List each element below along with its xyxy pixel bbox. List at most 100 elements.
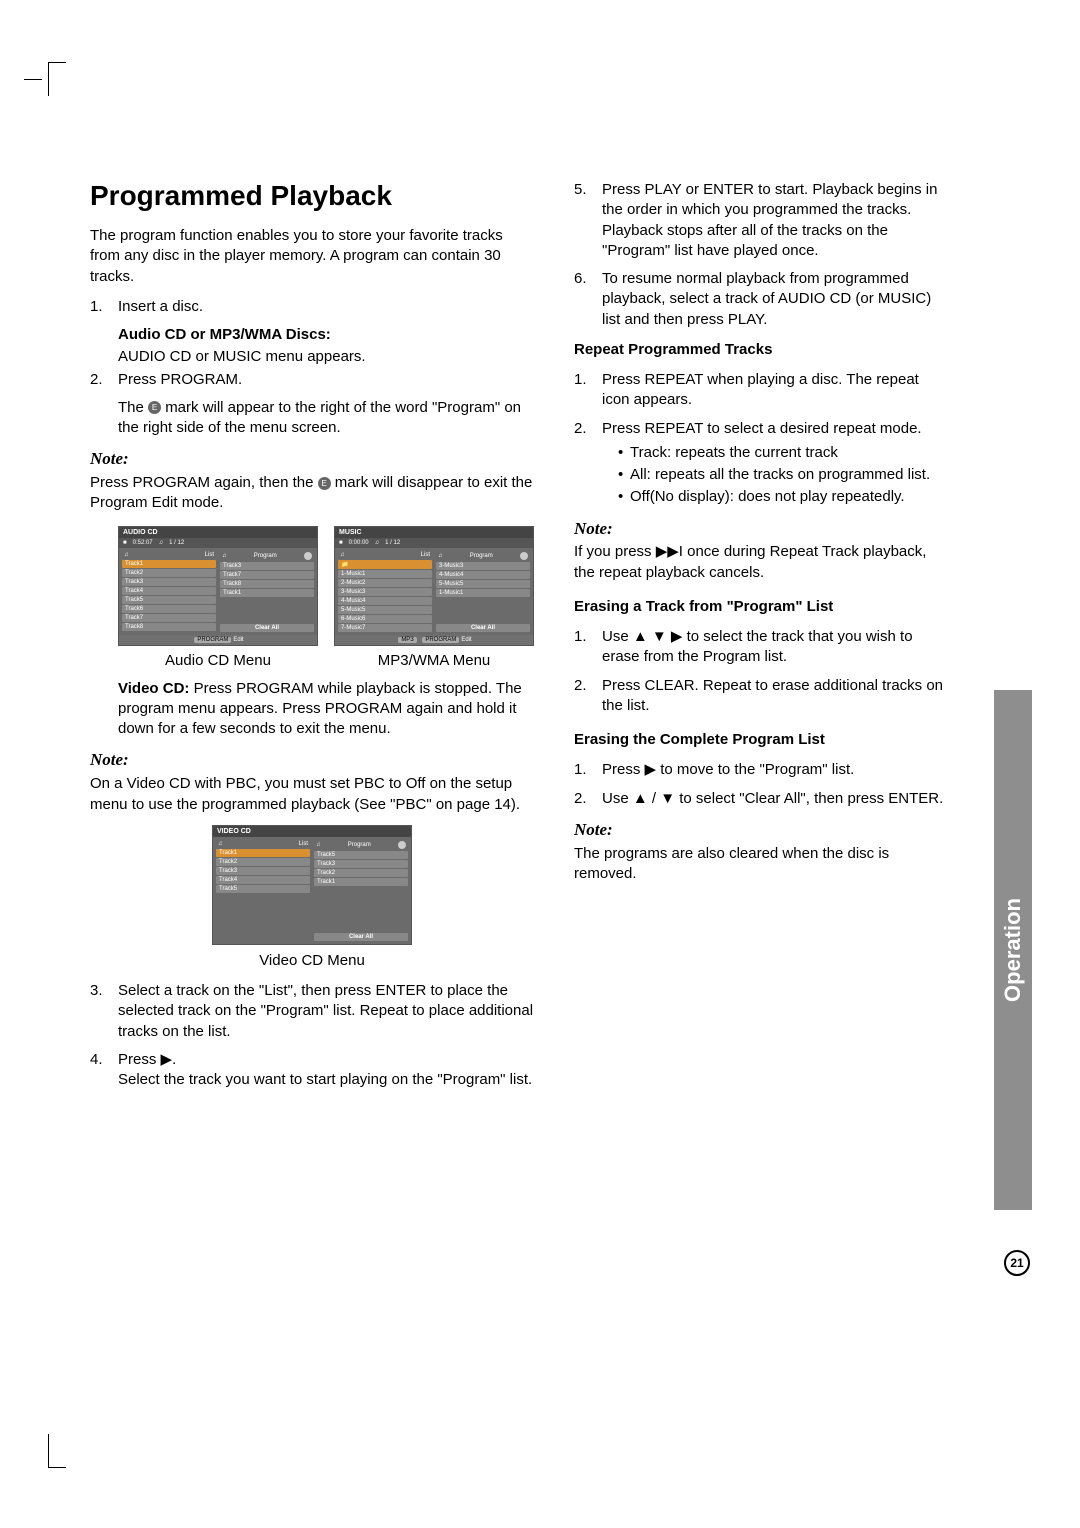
repeat-steps: 1.Press REPEAT when playing a disc. The … [574,370,950,508]
skip-forward-icon: ▶▶I [656,543,683,560]
step-5-text: Press PLAY or ENTER to start. Playback b… [602,181,937,259]
list-item: Track8 [220,580,314,588]
note-label-3: Note: [574,518,950,541]
list-item: Track1 [314,878,408,886]
step-6: 6.To resume normal playback from program… [574,269,950,330]
steps-list-left-3: 3.Select a track on the "List", then pre… [90,981,534,1090]
menu-captions: Audio CD Menu MP3/WMA Menu [118,652,534,669]
step4-detail: Select the track you want to start playi… [118,1071,532,1088]
erase-track-steps: 1. Use ▲ ▼ ▶ to select the track that yo… [574,627,950,716]
list-item: Track4 [122,587,216,595]
erase-all-s2-b: to select "Clear All", then press ENTER. [675,790,943,807]
up-down-icons: ▲ / ▼ [633,790,675,807]
audio-list-col: ♫ List Track1 Track2 Track3 Track4 Track… [122,551,216,632]
spacer [314,887,408,932]
repeat-step-2: 2.Press REPEAT to select a desired repea… [574,419,950,508]
list-item: Track6 [122,605,216,613]
repeat-s1-text: Press REPEAT when playing a disc. The re… [602,371,919,408]
step2-detail-a: The [118,399,148,416]
list-item: Track3 [216,867,310,875]
steps-list-right: 5.Press PLAY or ENTER to start. Playback… [574,180,950,330]
erase-all-s1-a: Press [602,761,645,778]
list-item: 5-Music5 [338,606,432,614]
list-item: 📁 [338,560,432,569]
music-list-col: ♫ List 📁 1-Music1 2-Music2 3-Music3 4-Mu… [338,551,432,632]
play-icon: ▶ [645,761,657,778]
foot-btn: PROGRAM [194,637,231,643]
list-item: Track4 [216,876,310,884]
list-item: 3-Music3 [338,588,432,596]
step-3: 3.Select a track on the "List", then pre… [90,981,534,1042]
repeat-bullet-3: Off(No display): does not play repeatedl… [618,487,950,507]
intro-paragraph: The program function enables you to stor… [90,226,534,287]
caption-audio: Audio CD Menu [118,652,318,669]
step-6-text: To resume normal playback from programme… [602,270,931,328]
foot-btn: PROGRAM [422,637,459,643]
audio-cd-heading: Audio CD or MP3/WMA Discs: [90,325,534,345]
audio-prog-head: ♫ Program [220,551,314,561]
video-menu-title: VIDEO CD [213,826,411,837]
video-list-col: ♫ List Track1 Track2 Track3 Track4 Track… [216,840,310,941]
spacer [220,598,314,623]
e-mark-icon-2: E [318,477,331,490]
audio-status-b: 1 / 12 [169,540,184,546]
foot-btn: MP3 [398,637,416,643]
repeat-step-1: 1.Press REPEAT when playing a disc. The … [574,370,950,411]
music-status-a: 0:00:00 [349,540,369,546]
music-prog-col: ♫ Program 3-Music3 4-Music4 5-Music5 1-M… [436,551,530,632]
video-cd-menu: VIDEO CD ♫ List Track1 Track2 Track3 Tra… [212,825,412,945]
erase-all-step-1: 1. Press ▶ to move to the "Program" list… [574,760,950,780]
menu-row: AUDIO CD ■ 0:52:07 ♫ 1 / 12 ♫ List Track… [118,526,534,646]
repeat-bullets: Track: repeats the current track All: re… [602,443,950,508]
list-item: 1-Music1 [338,570,432,578]
music-status-b: 1 / 12 [385,540,400,546]
note-1: Press PROGRAM again, then the E mark wil… [90,473,534,514]
dot-icon [304,552,312,560]
list-item: 5-Music5 [436,580,530,588]
list-item: Track7 [220,571,314,579]
list-item: Track3 [314,860,408,868]
page-content: Programmed Playback The program function… [0,0,1080,1158]
list-item: Track5 [216,885,310,893]
list-item: 4-Music4 [338,597,432,605]
list-item: Track1 [220,589,314,597]
e-mark-icon: E [148,401,161,414]
clear-all: Clear All [314,933,408,941]
repeat-bullet-1: Track: repeats the current track [618,443,950,463]
list-item: Track2 [216,858,310,866]
dot-icon [520,552,528,560]
video-list-head: ♫ List [216,840,310,848]
list-item: 1-Music1 [436,589,530,597]
erase-track-heading: Erasing a Track from "Program" List [574,597,950,617]
list-item: Track8 [122,623,216,631]
step4-b: . [172,1051,176,1068]
video-menu-body: ♫ List Track1 Track2 Track3 Track4 Track… [213,837,411,944]
step4-a: Press [118,1051,161,1068]
list-item: 3-Music3 [436,562,530,570]
step2-detail-b: mark will appear to the right of the wor… [118,399,521,436]
caption-video: Video CD Menu [90,951,534,971]
crop-mark-bottom-left [48,1434,66,1468]
step-1: 1.Insert a disc. [90,297,534,317]
music-prog-head: ♫ Program [436,551,530,561]
steps-list-left: 1.Insert a disc. [90,297,534,317]
note-2: On a Video CD with PBC, you must set PBC… [90,774,534,815]
music-menu: MUSIC ■ 0:00:00 ♫ 1 / 12 ♫ List 📁 1-Musi… [334,526,534,646]
list-item: 7-Music7 [338,624,432,632]
list-item: 6-Music6 [338,615,432,623]
erase-s2-text: Press CLEAR. Repeat to erase additional … [602,677,943,714]
list-item: Track3 [122,578,216,586]
section-tab-label: Operation [1000,898,1026,1002]
page-number: 21 [1004,1250,1030,1276]
list-item: Track5 [122,596,216,604]
repeat-bullet-2: All: repeats all the tracks on programme… [618,465,950,485]
erase-all-s2-a: Use [602,790,633,807]
list-item: Track7 [122,614,216,622]
step-2-detail: The E mark will appear to the right of t… [90,398,534,439]
audio-cd-text: AUDIO CD or MUSIC menu appears. [90,347,534,367]
erase-step-2: 2.Press CLEAR. Repeat to erase additiona… [574,676,950,717]
arrow-icons: ▲ ▼ ▶ [633,628,683,645]
audio-menu-status: ■ 0:52:07 ♫ 1 / 12 [119,538,317,548]
audio-menu-title: AUDIO CD [119,527,317,538]
note-4: The programs are also cleared when the d… [574,844,950,885]
